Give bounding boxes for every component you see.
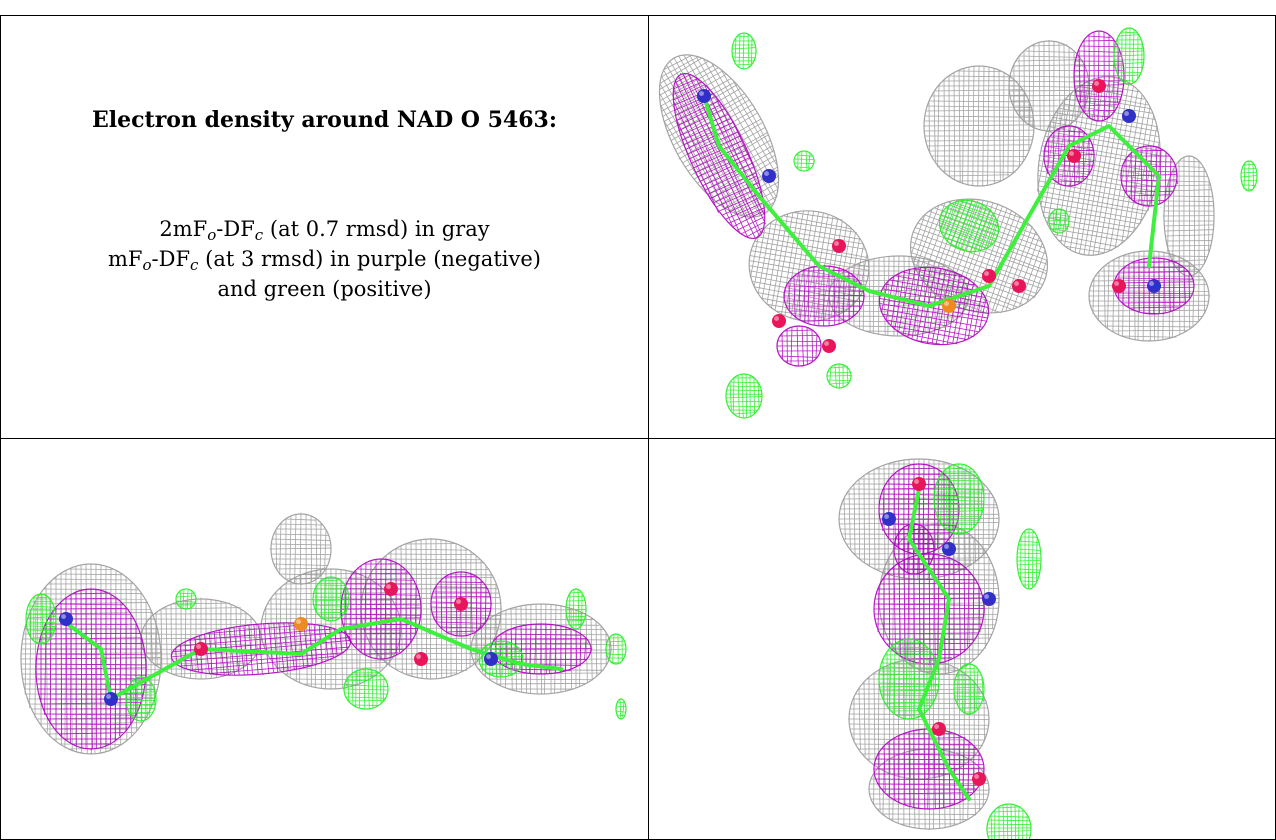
legend-line-gray-suffix: (at 0.7 rmsd) in gray xyxy=(263,217,490,241)
table-border-left xyxy=(0,15,1,840)
atom-sphere xyxy=(932,722,946,736)
atom-sphere xyxy=(1012,279,1026,293)
atom-sphere xyxy=(972,772,986,786)
legend-line-purple-prefix: mF xyxy=(108,247,143,271)
figure-title: Electron density around NAD O 5463: xyxy=(92,107,557,133)
green-density-mesh xyxy=(725,373,763,419)
gray-density-mesh xyxy=(269,512,332,586)
atom-sphere xyxy=(484,652,498,666)
legend-line-purple-sub-c: c xyxy=(190,256,199,274)
green-density-mesh xyxy=(1016,528,1042,590)
atom-sphere xyxy=(414,652,428,666)
atom-sphere xyxy=(104,692,118,706)
atom-sphere xyxy=(384,582,398,596)
legend-text: 2mFo-DFc (at 0.7 rmsd) in gray mFo-DFc (… xyxy=(1,214,648,304)
green-density-mesh xyxy=(793,150,816,172)
figure-table: Electron density around NAD O 5463: 2mFo… xyxy=(0,15,1276,840)
green-density-mesh xyxy=(175,588,197,610)
table-border-top xyxy=(0,15,1276,16)
purple-density-mesh xyxy=(430,571,492,637)
green-density-mesh xyxy=(25,593,57,645)
legend-line-purple-sub-o: o xyxy=(142,256,152,274)
green-density-mesh xyxy=(731,32,758,70)
green-density-mesh xyxy=(1047,208,1070,234)
green-density-mesh xyxy=(878,638,940,720)
gray-density-mesh xyxy=(1162,155,1215,278)
legend-line-purple: mFo-DFc (at 3 rmsd) in purple (negative) xyxy=(1,244,648,274)
electron-density-view-3 xyxy=(838,458,1042,839)
purple-density-mesh xyxy=(776,325,822,367)
atom-sphere xyxy=(697,89,711,103)
legend-line-gray-mid: -DF xyxy=(216,217,255,241)
table-column-divider xyxy=(648,15,649,840)
legend-line-gray-prefix: 2mF xyxy=(159,217,208,241)
purple-density-mesh xyxy=(1073,30,1126,122)
purple-density-mesh xyxy=(873,728,985,810)
view-bottom-left xyxy=(1,439,648,839)
purple-density-mesh xyxy=(1113,257,1195,315)
legend-line-gray-sub-c: c xyxy=(254,226,264,244)
legend-line-gray-sub-o: o xyxy=(207,226,217,244)
caption-cell: Electron density around NAD O 5463: 2mFo… xyxy=(1,16,648,438)
green-density-mesh xyxy=(565,587,587,630)
gray-density-mesh xyxy=(139,597,262,680)
atom-sphere xyxy=(912,477,926,491)
atom-sphere xyxy=(982,592,996,606)
electron-density-view-1 xyxy=(658,27,1258,419)
bond-stick xyxy=(702,94,1161,308)
purple-density-mesh xyxy=(35,588,147,751)
electron-density-view-2 xyxy=(20,512,627,755)
gray-density-mesh xyxy=(1008,39,1090,132)
green-density-mesh xyxy=(938,199,1000,254)
atom-sphere xyxy=(772,314,786,328)
gray-density-mesh xyxy=(923,65,1036,187)
atom-sphere xyxy=(1067,149,1081,163)
atom-sphere xyxy=(1092,79,1106,93)
atom-sphere xyxy=(194,642,208,656)
green-density-mesh xyxy=(985,803,1032,839)
table-row-divider xyxy=(0,438,1276,439)
atom-sphere xyxy=(454,597,468,611)
legend-line-green: and green (positive) xyxy=(217,277,432,301)
legend-line-purple-suffix: (at 3 rmsd) in purple (negative) xyxy=(198,247,541,271)
atom-sphere xyxy=(1112,279,1126,293)
atom-sphere xyxy=(1147,279,1161,293)
gray-density-mesh xyxy=(658,54,780,218)
green-density-mesh xyxy=(1112,27,1145,86)
atom-sphere xyxy=(1122,109,1136,123)
green-density-mesh xyxy=(312,576,351,623)
green-density-mesh xyxy=(953,663,985,715)
legend-line-gray: 2mFo-DFc (at 0.7 rmsd) in gray xyxy=(1,214,648,244)
atom-sphere xyxy=(882,512,896,526)
view-bottom-right xyxy=(649,439,1275,839)
atom-sphere xyxy=(822,339,836,353)
legend-line-purple-mid: -DF xyxy=(151,247,191,271)
atom-sphere xyxy=(294,617,308,631)
green-density-mesh xyxy=(615,697,627,720)
purple-density-mesh xyxy=(672,72,766,240)
atom-sphere xyxy=(832,239,846,253)
bond-stick xyxy=(907,487,971,801)
purple-density-mesh xyxy=(340,558,422,661)
atom-sphere xyxy=(942,299,956,313)
atom-sphere xyxy=(982,269,996,283)
atom-sphere xyxy=(59,612,73,626)
green-density-mesh xyxy=(933,463,985,535)
green-density-mesh xyxy=(604,633,627,665)
atom-sphere xyxy=(762,169,776,183)
atom-sphere xyxy=(942,542,956,556)
green-density-mesh xyxy=(342,667,389,710)
green-density-mesh xyxy=(826,363,853,389)
view-top-right xyxy=(649,16,1275,438)
purple-density-mesh xyxy=(783,265,865,327)
green-density-mesh xyxy=(1240,160,1258,192)
